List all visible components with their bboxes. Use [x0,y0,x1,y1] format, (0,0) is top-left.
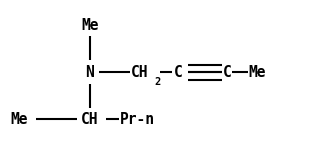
Text: C: C [222,65,231,80]
Text: N: N [85,65,94,80]
Text: CH: CH [81,112,99,127]
Text: C: C [174,65,182,80]
Text: 2: 2 [154,77,161,87]
Text: Me: Me [10,112,28,127]
Text: CH: CH [131,65,148,80]
Text: Me: Me [81,18,99,33]
Text: Pr-n: Pr-n [120,112,155,127]
Text: Me: Me [249,65,266,80]
